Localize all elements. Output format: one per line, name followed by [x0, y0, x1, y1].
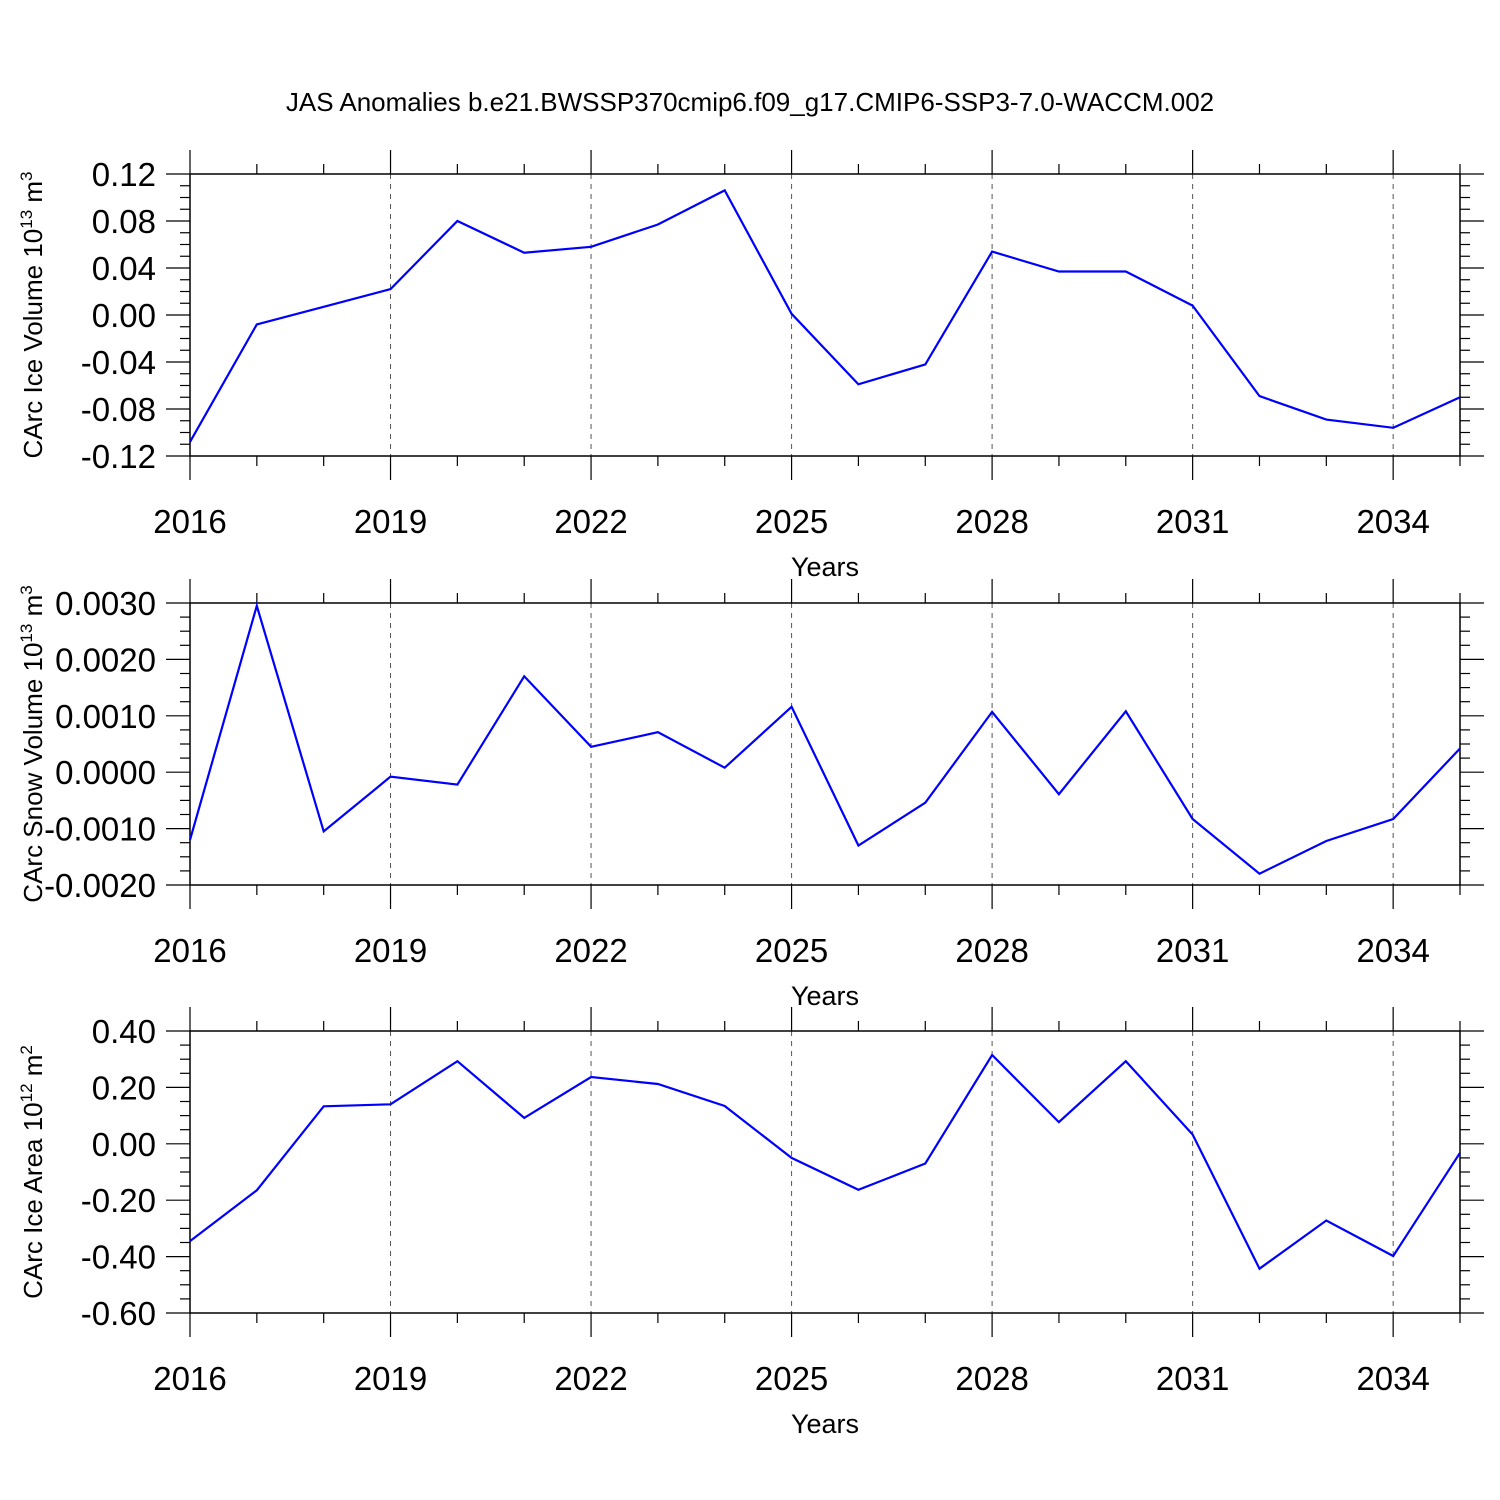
- series-line: [189, 188, 1461, 443]
- y-tick-label: -0.40: [81, 1239, 156, 1276]
- x-tick-label: 2019: [354, 932, 427, 969]
- x-tick-label: 2031: [1156, 932, 1229, 969]
- y-tick-label: 0.20: [92, 1069, 156, 1106]
- x-axis-label: Years: [791, 1409, 859, 1439]
- y-tick-label: 0.00: [92, 1126, 156, 1163]
- x-tick-label: 2028: [955, 932, 1028, 969]
- series-line: [188, 601, 1461, 875]
- x-tick-label: 2016: [153, 932, 226, 969]
- x-tick-label: 2022: [554, 1360, 627, 1397]
- figure-title: JAS Anomalies b.e21.BWSSP370cmip6.f09_g1…: [286, 87, 1214, 117]
- x-tick-label: 2022: [554, 932, 627, 969]
- y-tick-label: -0.0010: [44, 811, 156, 848]
- x-tick-label: 2025: [755, 503, 828, 540]
- y-tick-label: -0.04: [81, 344, 156, 381]
- x-tick-label: 2034: [1356, 932, 1429, 969]
- y-tick-label: 0.0000: [55, 754, 156, 791]
- x-axis-label: Years: [791, 981, 859, 1011]
- x-tick-label: 2034: [1356, 1360, 1429, 1397]
- x-tick-label: 2034: [1356, 503, 1429, 540]
- y-tick-label: 0.08: [92, 203, 156, 240]
- x-tick-label: 2019: [354, 1360, 427, 1397]
- x-tick-label: 2025: [755, 1360, 828, 1397]
- series-line: [189, 1053, 1461, 1271]
- y-tick-label: -0.20: [81, 1182, 156, 1219]
- y-axis-label: CArc Ice Area 1012 m2: [17, 1045, 48, 1299]
- y-tick-label: 0.0030: [55, 585, 156, 622]
- x-axis-label: Years: [791, 552, 859, 582]
- x-tick-label: 2022: [554, 503, 627, 540]
- x-tick-label: 2031: [1156, 1360, 1229, 1397]
- y-tick-label: -0.08: [81, 391, 156, 428]
- x-tick-label: 2028: [955, 1360, 1028, 1397]
- y-tick-label: 0.04: [92, 250, 156, 287]
- y-tick-label: 0.40: [92, 1013, 156, 1050]
- x-tick-label: 2028: [955, 503, 1028, 540]
- chart-panel-3: 2016 2019 2022 2025 2028 2031 2034 Years -0.60 -0…: [17, 1007, 1484, 1439]
- y-tick-label: 0.12: [92, 156, 156, 193]
- y-tick-label: -0.60: [81, 1295, 156, 1332]
- x-tick-label: 2016: [153, 1360, 226, 1397]
- x-tick-label: 2031: [1156, 503, 1229, 540]
- x-tick-label: 2019: [354, 503, 427, 540]
- x-tick-label: 2016: [153, 503, 226, 540]
- chart-panel-1: 2016 2019 2022 2025 2028 2031 2034 Years -0.12 -0…: [17, 150, 1484, 582]
- chart-panel-2: 2016 2019 2022 2025 2028 2031 2034 Years -0.0020…: [17, 579, 1484, 1011]
- y-tick-label: 0.0010: [55, 698, 156, 735]
- y-axis-label: CArc Ice Volume 1013 m3: [17, 171, 48, 458]
- y-tick-label: -0.0020: [44, 867, 156, 904]
- y-tick-label: 0.00: [92, 297, 156, 334]
- y-tick-label: 0.0020: [55, 641, 156, 678]
- y-axis-label: CArc Snow Volume 1013 m3: [17, 585, 48, 902]
- x-tick-label: 2025: [755, 932, 828, 969]
- y-tick-label: -0.12: [81, 438, 156, 475]
